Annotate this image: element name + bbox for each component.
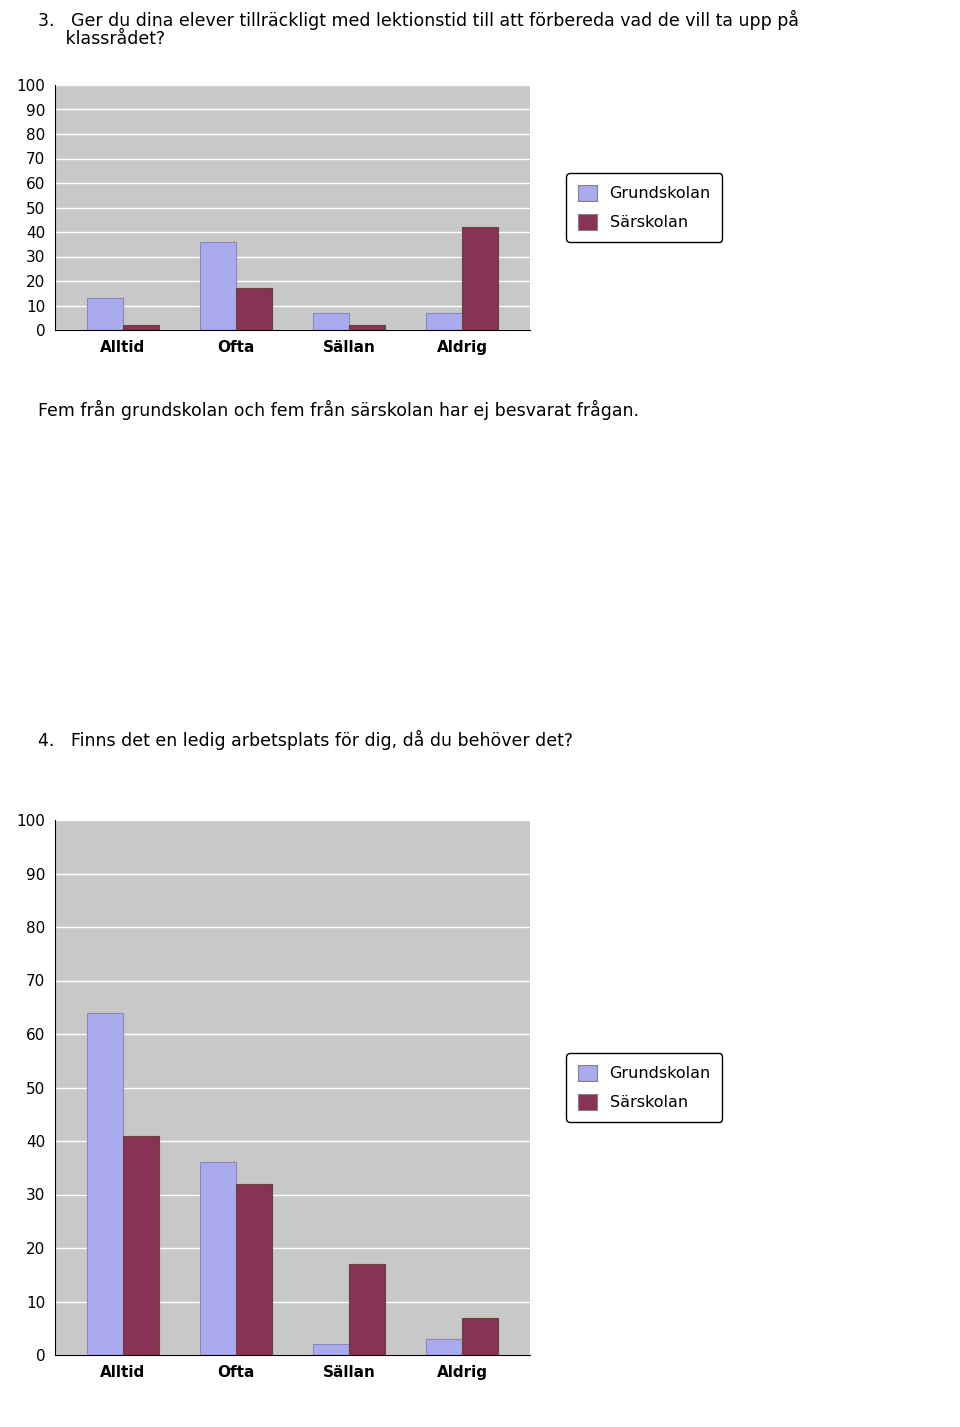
Bar <box>123 325 159 330</box>
Bar <box>236 1184 272 1356</box>
Bar <box>462 227 498 330</box>
Bar <box>200 241 236 330</box>
Bar <box>313 313 349 330</box>
Text: 4.   Finns det en ledig arbetsplats för dig, då du behöver det?: 4. Finns det en ledig arbetsplats för di… <box>38 731 573 751</box>
Text: klassrådet?: klassrådet? <box>38 30 165 49</box>
Bar <box>426 1339 462 1356</box>
Legend: Grundskolan, Särskolan: Grundskolan, Särskolan <box>566 173 722 241</box>
Bar <box>462 1317 498 1356</box>
Legend: Grundskolan, Särskolan: Grundskolan, Särskolan <box>566 1053 722 1122</box>
Bar <box>349 325 385 330</box>
Bar <box>123 1136 159 1356</box>
Text: Fem från grundskolan och fem från särskolan har ej besvarat frågan.: Fem från grundskolan och fem från särsko… <box>38 400 639 420</box>
Bar <box>200 1163 236 1356</box>
Bar <box>86 1013 123 1356</box>
Bar <box>349 1264 385 1356</box>
Bar <box>86 298 123 330</box>
Bar <box>426 313 462 330</box>
Bar <box>236 288 272 330</box>
Bar <box>313 1344 349 1356</box>
Text: 3.   Ger du dina elever tillräckligt med lektionstid till att förbereda vad de v: 3. Ger du dina elever tillräckligt med l… <box>38 10 800 30</box>
